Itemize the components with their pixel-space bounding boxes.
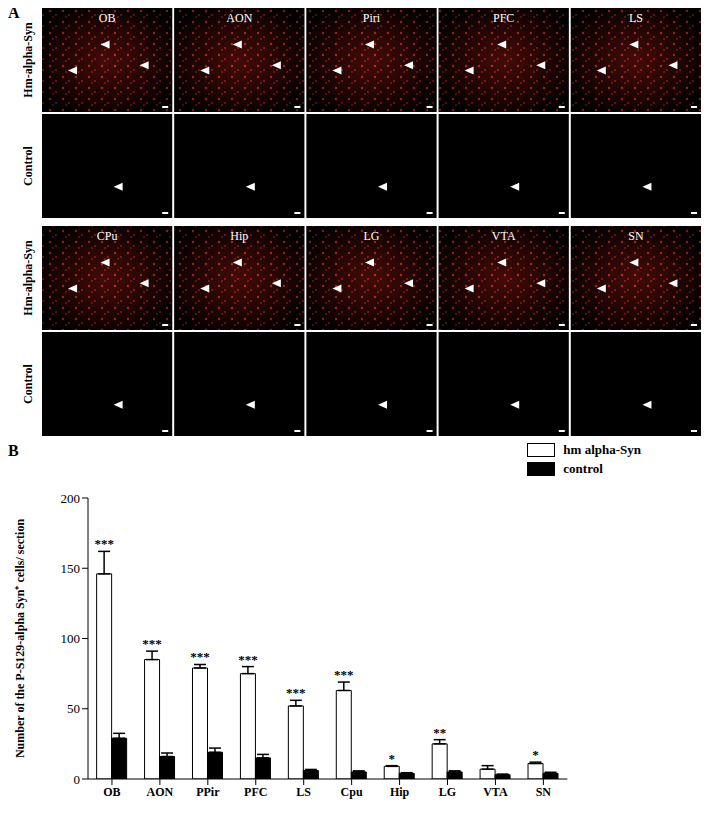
- svg-text:AON: AON: [147, 785, 174, 799]
- svg-text:***: ***: [94, 536, 114, 551]
- svg-text:***: ***: [142, 636, 162, 651]
- svg-text:LS: LS: [629, 11, 643, 25]
- svg-text:Cpu: Cpu: [341, 785, 363, 799]
- svg-text:LG: LG: [439, 785, 456, 799]
- html-text:A: A: [8, 4, 20, 21]
- html-text:control: control: [563, 461, 603, 476]
- svg-text:50: 50: [67, 701, 80, 716]
- svg-text:Piri: Piri: [363, 11, 381, 25]
- svg-text:VTA: VTA: [483, 785, 508, 799]
- svg-text:LS: LS: [296, 785, 311, 799]
- svg-text:Hip: Hip: [390, 785, 410, 799]
- svg-text:***: ***: [286, 685, 306, 700]
- svg-text:CPu: CPu: [97, 229, 118, 243]
- svg-text:**: **: [433, 725, 446, 740]
- svg-text:***: ***: [238, 652, 258, 667]
- svg-text:100: 100: [61, 631, 81, 646]
- svg-text:*: *: [532, 747, 539, 762]
- svg-text:*: *: [388, 751, 395, 766]
- svg-text:150: 150: [61, 561, 81, 576]
- svg-text:Number of the P-S129-alpha Syn: Number of the P-S129-alpha Syn⁺ cells/ s…: [13, 519, 27, 758]
- svg-text:AON: AON: [226, 11, 252, 25]
- svg-text:PFC: PFC: [493, 11, 514, 25]
- svg-text:Control: Control: [21, 363, 35, 403]
- svg-text:Hm-alpha-Syn: Hm-alpha-Syn: [21, 22, 35, 98]
- svg-text:200: 200: [61, 491, 81, 506]
- svg-text:OB: OB: [103, 785, 120, 799]
- svg-text:LG: LG: [364, 229, 380, 243]
- svg-text:OB: OB: [99, 11, 116, 25]
- svg-text:Control: Control: [21, 145, 35, 185]
- svg-text:Hm-alpha-Syn: Hm-alpha-Syn: [21, 240, 35, 316]
- svg-text:***: ***: [190, 649, 210, 664]
- svg-text:SN: SN: [536, 785, 552, 799]
- svg-text:***: ***: [334, 667, 354, 682]
- svg-text:PPir: PPir: [196, 785, 220, 799]
- svg-text:Hip: Hip: [230, 229, 248, 243]
- svg-text:0: 0: [74, 772, 81, 787]
- svg-text:PFC: PFC: [244, 785, 267, 799]
- html-text:B: B: [8, 442, 19, 459]
- html-text:hm alpha-Syn: hm alpha-Syn: [563, 442, 641, 457]
- svg-text:SN: SN: [628, 229, 644, 243]
- svg-text:VTA: VTA: [492, 229, 516, 243]
